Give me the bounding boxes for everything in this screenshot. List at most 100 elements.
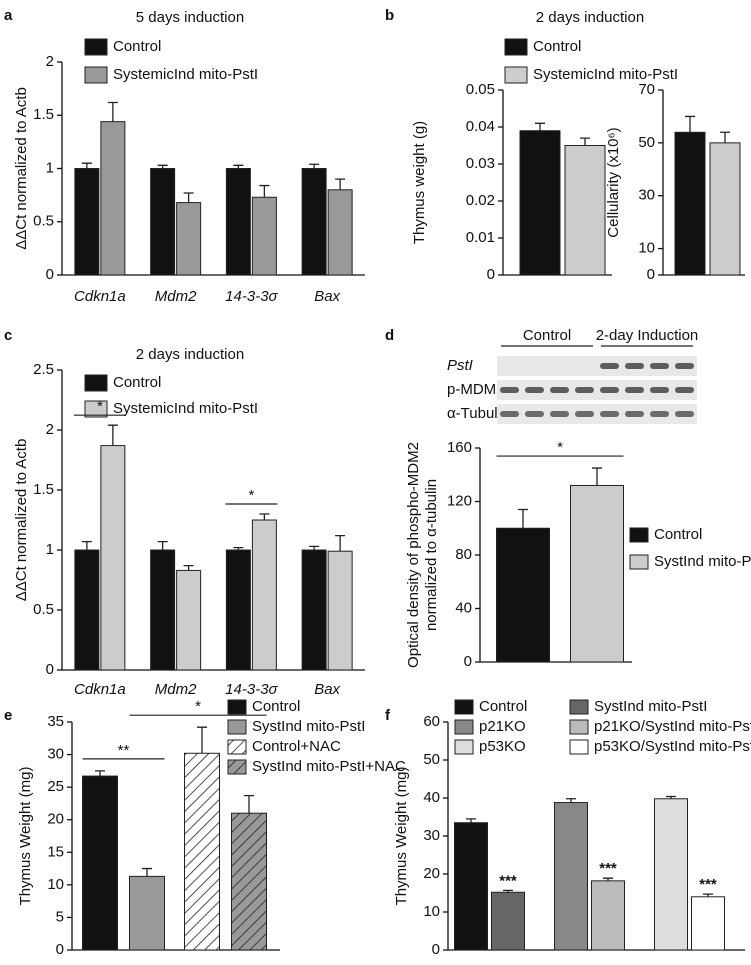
bar xyxy=(709,142,741,276)
legend-swatch xyxy=(629,527,649,543)
blot-band xyxy=(550,387,569,393)
significance-label: * xyxy=(97,398,103,415)
error-bar xyxy=(703,893,713,897)
legend-label: SystInd mito-PstI+NAC xyxy=(252,758,406,775)
y-tick-label: 0 xyxy=(464,653,472,670)
y-tick-label: 0 xyxy=(487,266,495,283)
bar xyxy=(564,145,606,276)
blot-strip xyxy=(497,380,697,400)
blot-row-label: α-Tubulin xyxy=(447,405,509,422)
legend-swatch xyxy=(504,38,528,56)
y-tick-label: 0 xyxy=(432,941,440,958)
legend-label: Control xyxy=(113,374,161,391)
significance-label: * xyxy=(557,439,563,456)
bar xyxy=(654,798,688,951)
blot-row-label: PstI xyxy=(447,357,473,374)
bar xyxy=(691,896,725,951)
y-tick-label: 50 xyxy=(638,134,655,151)
error-bar xyxy=(142,867,152,877)
y-tick-label: 0.01 xyxy=(466,229,495,246)
x-tick-label: Bax xyxy=(314,288,340,305)
chart-title: 5 days induction xyxy=(136,9,244,26)
bar xyxy=(176,569,202,671)
blot-band xyxy=(575,387,594,393)
legend-label: Control xyxy=(113,38,161,55)
legend-label: Control xyxy=(479,698,527,715)
y-tick-label: 40 xyxy=(423,789,440,806)
legend-swatch xyxy=(569,739,589,755)
blot-band xyxy=(500,411,519,417)
error-bar xyxy=(107,101,118,122)
error-bar xyxy=(183,192,194,203)
y-tick-label: 10 xyxy=(423,903,440,920)
panel-label: a xyxy=(4,7,13,24)
legend-swatch xyxy=(569,719,589,735)
y-tick-label: 20 xyxy=(423,865,440,882)
error-bar xyxy=(685,115,695,133)
bar xyxy=(491,891,525,951)
blot-row-label: p-MDM2 xyxy=(447,381,505,398)
error-bar xyxy=(157,164,168,169)
error-bar xyxy=(666,795,676,799)
legend-label: p53KO/SystInd mito-PstI xyxy=(594,738,751,755)
bar xyxy=(591,880,625,951)
bar xyxy=(74,549,100,671)
error-bar xyxy=(183,564,194,571)
blot-group-label: Control xyxy=(523,327,571,344)
legend-label: SystInd mito-PstI xyxy=(654,553,751,570)
bar xyxy=(82,775,118,951)
legend-swatch xyxy=(454,699,474,715)
legend-swatch xyxy=(227,699,247,715)
blot-strip xyxy=(497,404,697,424)
legend-swatch xyxy=(84,38,108,56)
blot-band xyxy=(550,411,569,417)
significance-label: * xyxy=(248,487,254,504)
bar xyxy=(150,168,176,276)
error-bar xyxy=(535,122,545,131)
legend-swatch xyxy=(504,66,528,84)
chart-title: 2 days induction xyxy=(136,346,244,363)
legend-label: Control xyxy=(252,698,300,715)
panel-label: e xyxy=(4,707,12,724)
panel-label: b xyxy=(385,7,394,24)
blot-band xyxy=(625,387,644,393)
legend-swatch xyxy=(629,554,649,570)
x-tick-label: Cdkn1a xyxy=(74,288,126,305)
y-axis-label: ΔΔCt normalized to Actb xyxy=(13,439,30,602)
bar xyxy=(554,802,588,951)
y-tick-label: 20 xyxy=(47,811,64,828)
blot-band xyxy=(625,411,644,417)
blot-group-label: 2-day Induction xyxy=(596,327,699,344)
legend-label: SystInd mito-PstI xyxy=(594,698,707,715)
blot-band xyxy=(500,387,519,393)
legend-swatch xyxy=(84,374,108,392)
y-axis-label: Thymus weight (g) xyxy=(411,121,428,244)
error-bar xyxy=(592,467,602,486)
error-bar xyxy=(518,508,528,529)
y-axis-label: Cellularity (x10⁶) xyxy=(605,127,622,237)
y-tick-label: 2.5 xyxy=(33,361,54,378)
legend-swatch xyxy=(227,759,247,775)
bar xyxy=(674,131,706,276)
significance-label: *** xyxy=(499,872,517,889)
blot-band xyxy=(650,363,669,369)
blot-band xyxy=(600,411,619,417)
legend-label: p21KO/SystInd mito-PstI xyxy=(594,718,751,735)
error-bar xyxy=(107,424,118,446)
x-tick-label: 14-3-3σ xyxy=(225,681,278,698)
error-bar xyxy=(335,178,346,190)
significance-label: * xyxy=(195,698,201,715)
bar xyxy=(251,196,277,276)
bar xyxy=(100,121,126,276)
error-bar xyxy=(259,513,270,520)
panel-label: c xyxy=(4,327,12,344)
error-bar xyxy=(309,163,320,169)
error-bar xyxy=(603,877,613,881)
y-tick-label: 0.5 xyxy=(33,601,54,618)
blot-band xyxy=(675,411,694,417)
y-tick-label: 0 xyxy=(647,266,655,283)
legend-label: Control xyxy=(533,38,581,55)
blot-band xyxy=(575,411,594,417)
y-tick-label: 0 xyxy=(46,266,54,283)
